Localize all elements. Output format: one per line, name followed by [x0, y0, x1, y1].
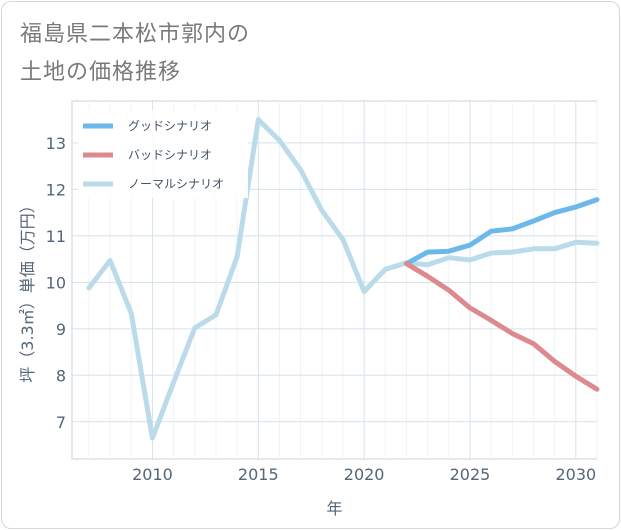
y-tick-label: 10 [46, 273, 66, 292]
y-tick-label: 9 [56, 320, 66, 339]
y-tick-label: 12 [46, 180, 66, 199]
x-axis-title: 年 [326, 499, 342, 518]
chart-title-line-1: 福島県二本松市郭内の [20, 22, 251, 47]
y-axis-title: 坪（3.3㎡）単価（万円） [18, 197, 37, 382]
chart-title-line-2: 土地の価格推移 [20, 60, 182, 85]
series-line-0 [404, 197, 600, 267]
legend-label-2: ノーマルシナリオ [128, 177, 224, 191]
x-tick-label: 2025 [450, 465, 491, 484]
y-tick-label: 11 [46, 227, 66, 246]
x-tick-label: 2020 [344, 465, 385, 484]
y-tick-label: 13 [46, 134, 66, 153]
series-lines [86, 117, 600, 441]
legend-label-1: バッドシナリオ [128, 148, 212, 162]
y-tick-label: 8 [56, 366, 66, 385]
x-tick-label: 2030 [555, 465, 596, 484]
y-tick-label: 7 [56, 413, 66, 432]
tick-labels: 2010 2015 2020 2025 2030 7 8 9 10 11 12 13 [46, 134, 597, 484]
chart-title: 福島県二本松市郭内の 土地の価格推移 [20, 16, 440, 92]
x-tick-label: 2015 [238, 465, 279, 484]
legend-label-0: グッドシナリオ [128, 119, 212, 133]
series-line-1 [404, 261, 600, 392]
series-line-2 [86, 117, 600, 441]
x-tick-label: 2010 [132, 465, 173, 484]
